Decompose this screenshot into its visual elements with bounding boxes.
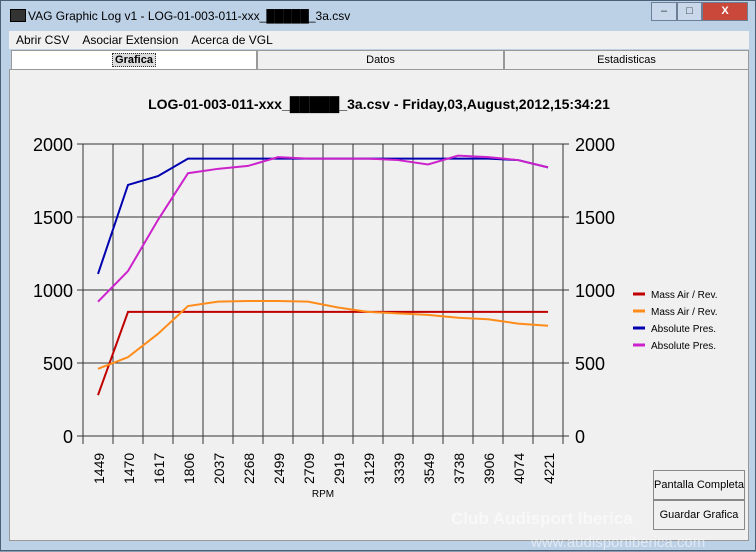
watermark-title: Club Audisport Iberica <box>451 509 633 528</box>
legend-label: Absolute Pres. <box>651 341 716 352</box>
legend-label: Absolute Pres. <box>651 324 716 335</box>
series-line-0 <box>97 310 548 396</box>
y-tick-label-right: 1500 <box>575 208 615 228</box>
legend-label: Mass Air / Rev. <box>651 290 718 301</box>
watermark-url: www.audisportiberica.com <box>531 534 706 551</box>
tab-grafica-label: Grafica <box>112 53 156 67</box>
minimize-button[interactable]: – <box>651 2 677 21</box>
y-tick-label-right: 500 <box>575 354 605 374</box>
menu-abrir-csv[interactable]: Abrir CSV <box>16 33 70 47</box>
menu-bar: Abrir CSV Asociar Extension Acerca de VGL <box>9 31 749 49</box>
close-button[interactable]: X <box>702 2 748 21</box>
y-tick-label-left: 2000 <box>33 135 73 155</box>
x-tick-label: 1806 <box>181 453 197 484</box>
menu-asociar-extension[interactable]: Asociar Extension <box>82 33 179 47</box>
maximize-button[interactable]: □ <box>677 2 702 21</box>
x-tick-label: 3738 <box>451 453 467 484</box>
x-tick-label: 1617 <box>151 453 167 484</box>
x-tick-label: 2037 <box>211 453 227 484</box>
x-tick-label: 3906 <box>481 453 497 484</box>
window-title: VAG Graphic Log v1 - LOG-01-003-011-xxx_… <box>28 9 351 23</box>
tab-grafica[interactable]: Grafica <box>11 50 257 70</box>
x-tick-label: 4221 <box>541 453 557 484</box>
x-tick-label: 1449 <box>91 453 107 484</box>
app-icon <box>10 9 26 22</box>
title-bar: VAG Graphic Log v1 - LOG-01-003-011-xxx_… <box>1 1 755 29</box>
series-line-1 <box>97 299 549 370</box>
x-tick-label: 2709 <box>301 453 317 484</box>
chart-title: LOG-01-003-011-xxx_█████_3a.csv - Friday… <box>148 96 610 112</box>
y-tick-label-right: 0 <box>575 427 585 447</box>
x-tick-label: 3549 <box>421 453 437 484</box>
y-tick-label-left: 1000 <box>33 281 73 301</box>
series-line-3 <box>97 154 549 303</box>
x-tick-label: 3129 <box>361 453 377 484</box>
x-axis-label: RPM <box>312 489 334 500</box>
x-tick-label: 1470 <box>121 453 137 484</box>
menu-acerca-de[interactable]: Acerca de VGL <box>191 33 273 47</box>
x-tick-label: 2268 <box>241 453 257 484</box>
x-tick-label: 2499 <box>271 453 287 484</box>
y-tick-label-left: 1500 <box>33 208 73 228</box>
tab-strip: Grafica Datos Estadisticas <box>9 50 749 70</box>
y-tick-label-left: 500 <box>43 354 73 374</box>
fullscreen-button[interactable]: Pantalla Completa <box>653 470 745 500</box>
legend-label: Mass Air / Rev. <box>651 307 718 318</box>
tab-datos[interactable]: Datos <box>257 50 504 69</box>
y-tick-label-right: 2000 <box>575 135 615 155</box>
y-tick-label-right: 1000 <box>575 281 615 301</box>
save-chart-button[interactable]: Guardar Grafica <box>653 500 745 530</box>
x-tick-label: 3339 <box>391 453 407 484</box>
y-tick-label-left: 0 <box>63 427 73 447</box>
chart-panel <box>9 69 749 541</box>
x-tick-label: 4074 <box>511 453 527 484</box>
x-tick-label: 2919 <box>331 453 347 484</box>
tab-estadisticas[interactable]: Estadisticas <box>504 50 749 69</box>
